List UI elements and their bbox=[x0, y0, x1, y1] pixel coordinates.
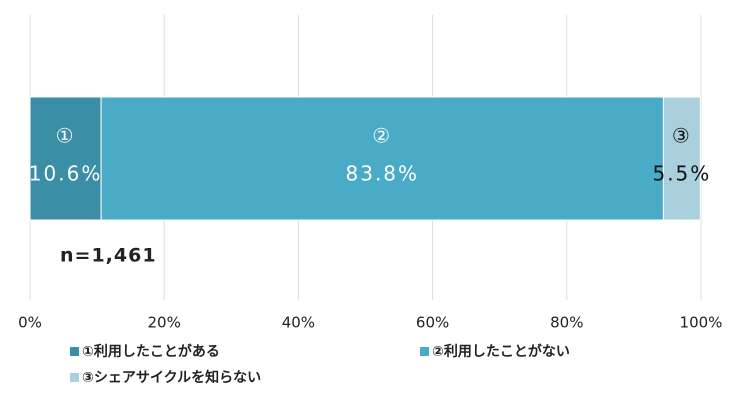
sample-size: n=1,461 bbox=[60, 245, 157, 267]
x-tick-label: 60% bbox=[416, 314, 449, 332]
bar-marker: ① bbox=[56, 124, 76, 148]
value-label: 5.5% bbox=[652, 162, 711, 186]
bar-segment bbox=[100, 96, 664, 221]
bar-marker: ③ bbox=[672, 124, 692, 148]
legend-label: ②利用したことがない bbox=[432, 343, 570, 360]
legend-swatch bbox=[420, 347, 429, 356]
x-tick-label: 40% bbox=[282, 314, 315, 332]
legend-swatch bbox=[70, 347, 79, 356]
legend-label: ①利用したことがある bbox=[82, 343, 220, 360]
x-tick-label: 80% bbox=[550, 314, 583, 332]
x-tick-label: 0% bbox=[18, 314, 42, 332]
bar-marker: ② bbox=[372, 124, 392, 148]
x-tick-label: 100% bbox=[680, 314, 723, 332]
value-label: 10.6% bbox=[29, 162, 103, 186]
value-label: 83.8% bbox=[346, 162, 420, 186]
bar-segment bbox=[662, 96, 701, 221]
bar-segment bbox=[29, 96, 102, 221]
legend-swatch bbox=[70, 373, 79, 382]
legend-label: ③シェアサイクルを知らない bbox=[82, 369, 261, 386]
x-tick-label: 20% bbox=[148, 314, 181, 332]
